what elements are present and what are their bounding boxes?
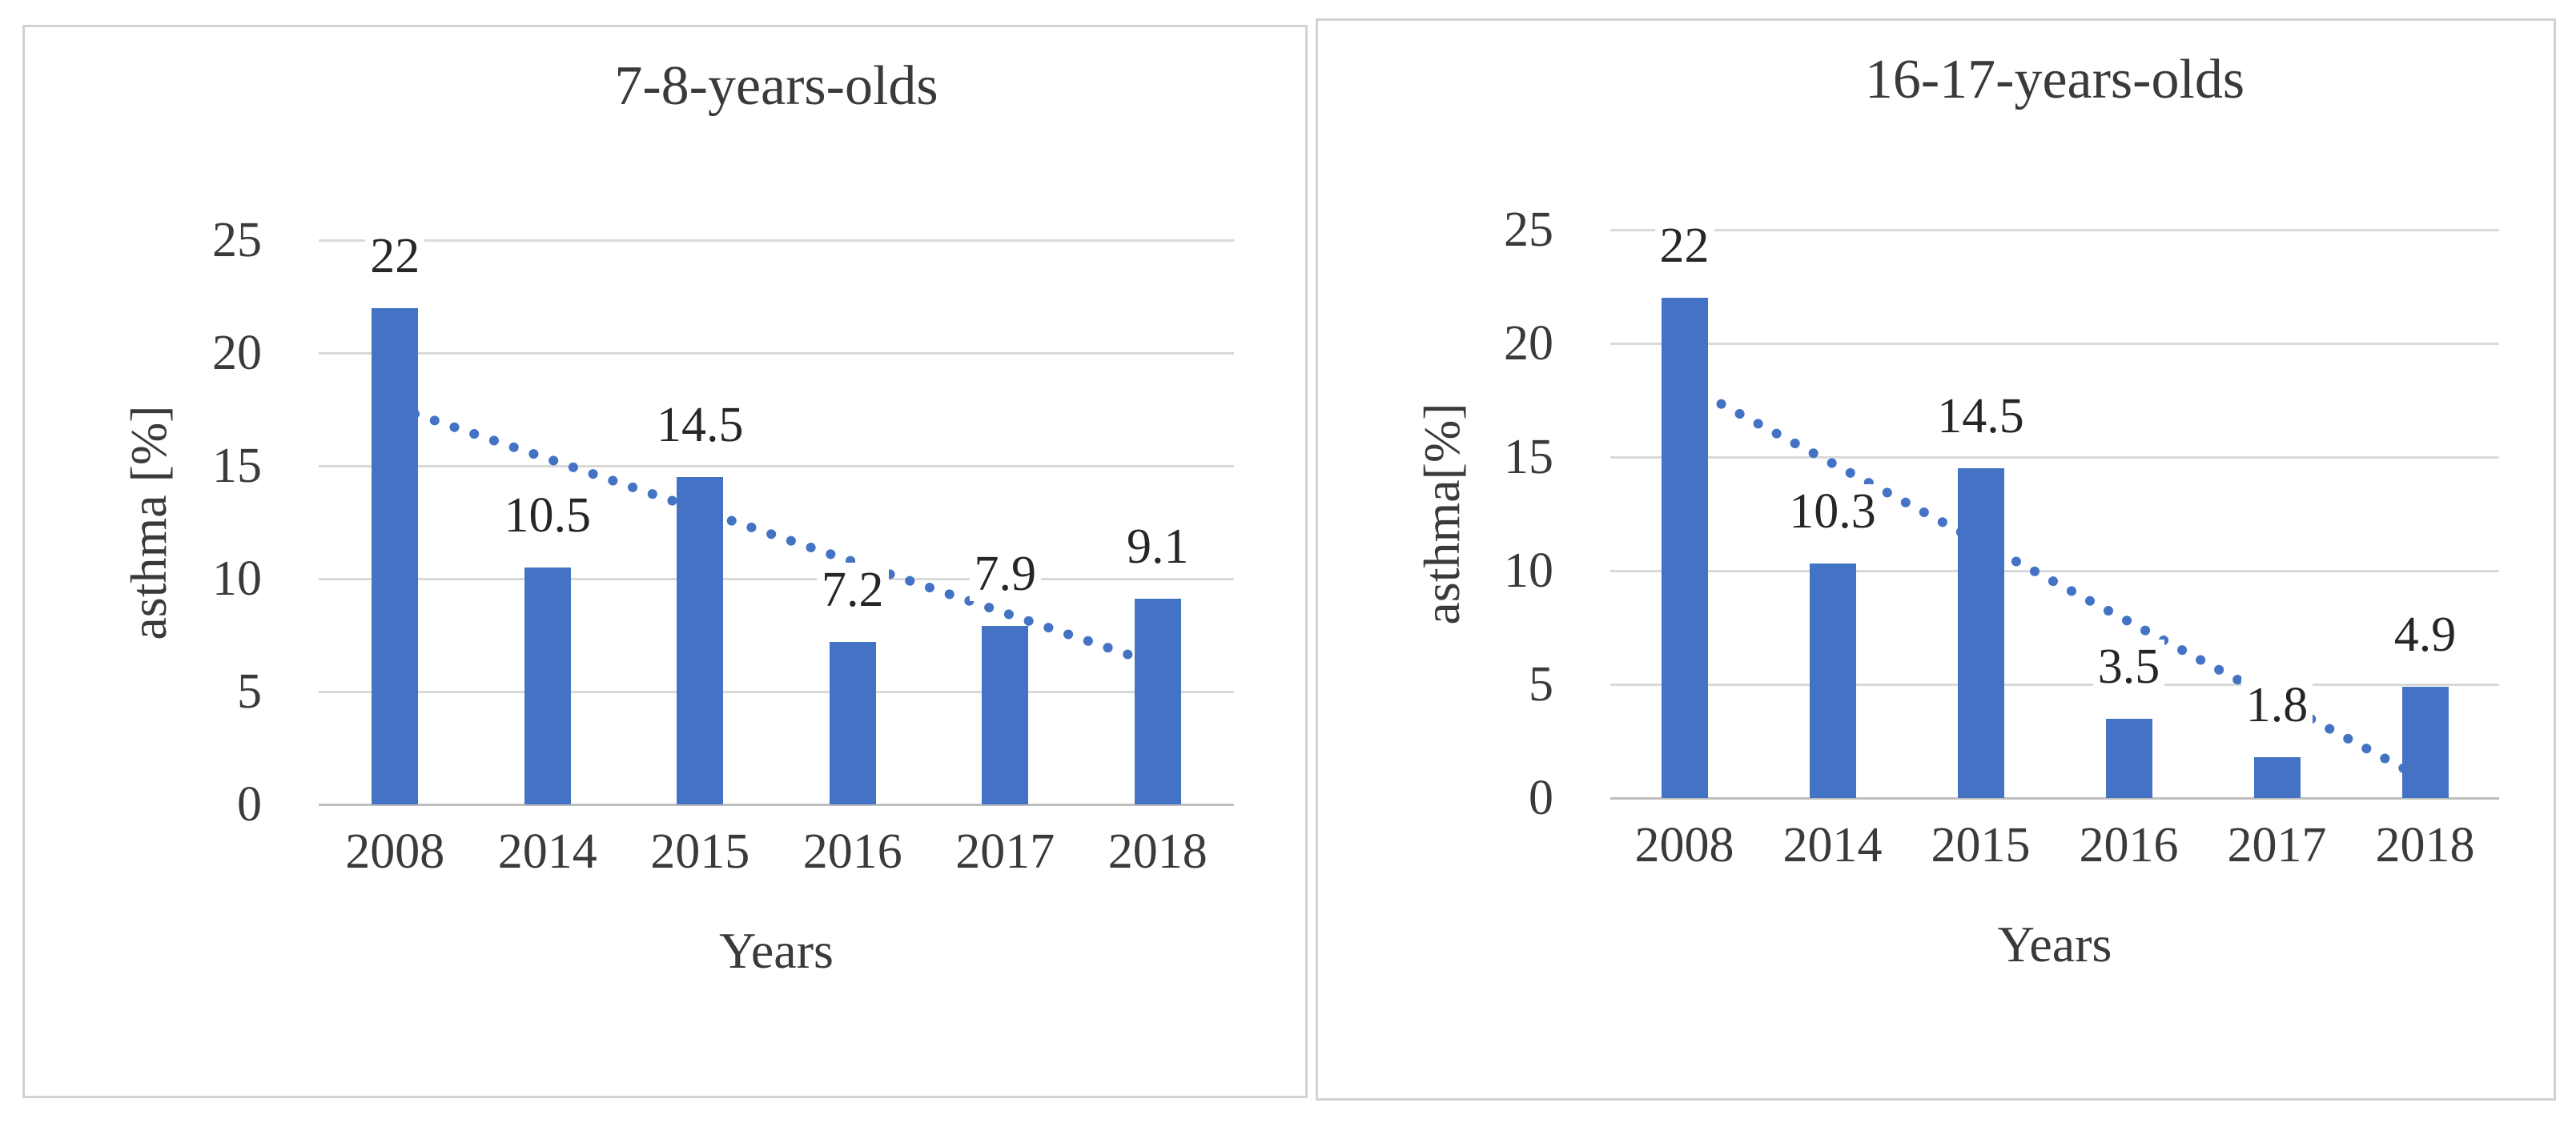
bar-value-label: 10.3 [1713,484,1953,539]
chart-panel-16-17-year-olds: 16-17-years-olds asthma[%] 0 5 10 15 20 25 22 2… [1316,18,2556,1101]
x-tick-label: 2017 [2227,818,2327,872]
gridline [1610,797,2499,800]
gridline [319,578,1234,580]
gridline [1610,570,2499,572]
bar-value-label: 22 [1565,219,1805,274]
y-tick-label: 0 [1529,771,1553,825]
bar [372,307,419,804]
y-tick-label: 20 [1504,316,1553,371]
bar-value-label: 7.9 [885,547,1125,602]
bar-value-label: 3.5 [2009,639,2249,694]
gridline [319,239,1234,242]
y-axis-title: asthma [%] [120,404,177,640]
bar-value-label: 22 [275,228,515,283]
bar-value-text: 10.3 [1784,484,1881,539]
gridline [1610,229,2499,231]
gridline [319,804,1234,806]
plot-area: 0 5 10 15 20 25 22 2008 10.3 2014 14.5 2015 3.5 2016 1… [1504,205,2499,870]
x-tick-label: 2017 [955,824,1055,879]
gridline [319,465,1234,467]
x-tick-label: 2015 [1931,818,2031,872]
bar [1809,564,1856,798]
bar-value-text: 22 [365,228,425,283]
bar-value-label: 10.5 [428,487,668,543]
x-tick-label: 2014 [497,824,597,879]
gridline [319,352,1234,355]
bar-value-text: 22 [1654,219,1714,274]
x-tick-label: 2015 [650,824,750,879]
bar [829,641,876,804]
y-tick-label: 15 [212,439,262,493]
trendline [1679,379,2430,785]
gridline [1610,456,2499,459]
bar [2401,686,2449,798]
y-tick-label: 0 [237,777,262,832]
bar-value-text: 9.1 [1122,519,1194,575]
bar-value-text: 10.5 [499,487,596,543]
bar-value-text: 7.2 [817,562,889,617]
y-tick-label: 10 [212,551,262,606]
bar [1661,298,1708,798]
x-axis-title: Years [719,922,834,979]
chart-title: 7-8-years-olds [614,55,938,117]
x-tick-label: 2008 [345,824,445,879]
bar-value-label: 7.2 [733,562,973,617]
bar-value-text: 14.5 [652,398,749,453]
gridline [319,691,1234,693]
chart-title: 16-17-years-olds [1864,49,2245,110]
bar-value-label: 9.1 [1038,519,1278,575]
y-tick-label: 5 [237,664,262,719]
bar [982,626,1029,804]
bar [2253,756,2301,798]
x-axis-title: Years [1997,916,2112,973]
bar-value-text: 1.8 [2240,677,2313,732]
chart-panel-7-8-year-olds: 7-8-years-olds asthma [%] 0 5 10 15 20 25 22 20… [22,25,1308,1098]
plot-area: 0 5 10 15 20 25 22 2008 10.5 2014 14.5 2015 7.2 2016 7… [212,215,1234,876]
bar-value-label: 4.9 [2305,607,2546,662]
bar-value-text: 4.9 [2389,607,2461,662]
bar-value-text: 7.9 [969,547,1041,602]
bar [2105,718,2152,798]
y-tick-label: 20 [212,326,262,380]
y-tick-label: 15 [1504,430,1553,484]
bar-value-label: 14.5 [1861,389,2101,444]
bar [524,567,571,804]
bar [677,477,724,804]
gridline [1610,343,2499,345]
bar [1134,599,1181,804]
x-tick-label: 2014 [1782,818,1883,872]
y-tick-label: 25 [212,213,262,267]
trendline [390,402,1163,670]
bar-value-label: 14.5 [580,398,820,453]
bar-value-text: 3.5 [2092,639,2165,694]
x-tick-label: 2016 [2079,818,2179,872]
bar-value-text: 14.5 [1932,389,2029,444]
y-tick-label: 5 [1529,657,1553,712]
y-tick-label: 10 [1504,543,1553,598]
bar-value-label: 1.8 [2157,677,2397,732]
x-tick-label: 2016 [802,824,902,879]
x-tick-label: 2018 [2375,818,2475,872]
x-tick-label: 2008 [1634,818,1734,872]
gridline [1610,684,2499,686]
y-tick-label: 25 [1504,203,1553,257]
x-tick-label: 2018 [1107,824,1208,879]
bar [1957,468,2004,798]
